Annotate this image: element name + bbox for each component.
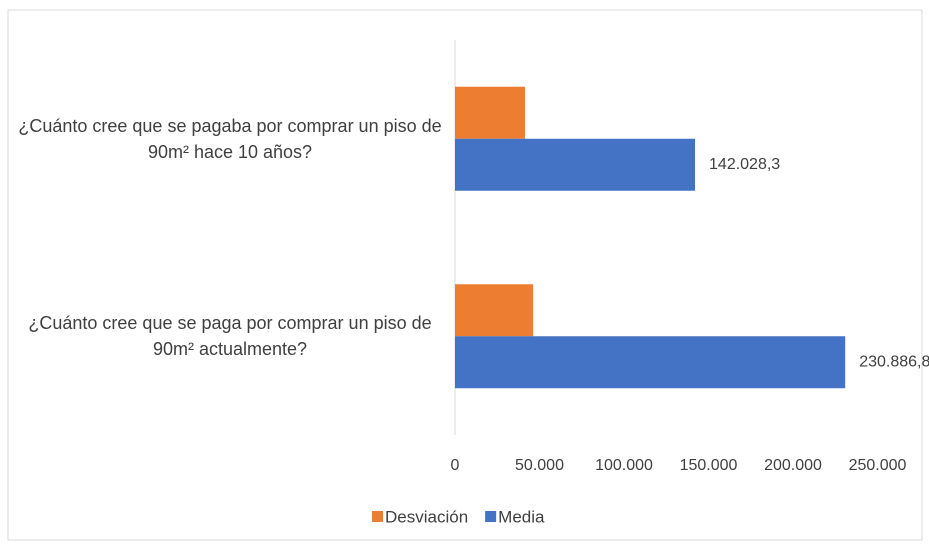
x-tick-label: 200.000 (764, 457, 822, 474)
legend-swatch (485, 511, 497, 522)
data-label: 230.886,8 (859, 353, 929, 370)
bar (455, 138, 696, 191)
chart-border (7, 9, 923, 541)
bar (455, 336, 846, 389)
x-tick-label: 0 (451, 457, 460, 474)
data-label: 142.028,3 (709, 156, 780, 173)
category-label: ¿Cuánto cree que se pagaba por comprar u… (18, 115, 442, 162)
x-tick-label: 250.000 (849, 457, 907, 474)
bar (455, 284, 534, 337)
x-tick-label: 50.000 (515, 457, 564, 474)
legend-label: Media (498, 507, 545, 526)
legend-label: Desviación (385, 507, 468, 526)
bar (455, 86, 525, 139)
legend-swatch (372, 511, 383, 522)
category-label: ¿Cuánto cree que se paga por comprar un … (28, 313, 432, 360)
x-tick-label: 100.000 (595, 457, 653, 474)
x-tick-label: 150.000 (680, 457, 738, 474)
